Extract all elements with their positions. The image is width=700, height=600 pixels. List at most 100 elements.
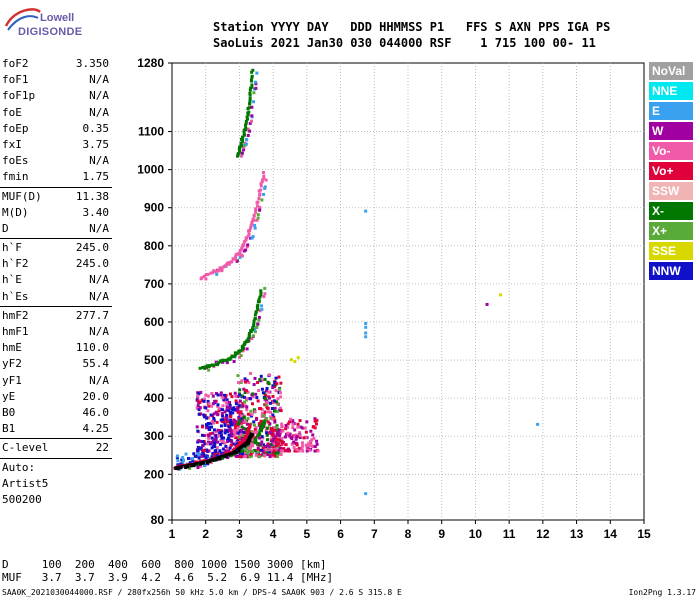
echo-point — [229, 430, 233, 434]
echo-point — [311, 445, 315, 449]
trace-point — [247, 106, 251, 110]
echo-point — [264, 389, 268, 393]
trace-point — [220, 456, 224, 460]
param-row: yF1 N/A — [0, 373, 112, 389]
echo-point — [268, 443, 272, 447]
echo-point — [236, 406, 240, 410]
trace-point — [252, 91, 256, 95]
echo-point — [260, 435, 264, 439]
echo-point — [275, 382, 279, 386]
trace-point — [196, 466, 200, 470]
echo-point — [228, 404, 232, 408]
echo-point — [241, 452, 245, 456]
echo-point — [258, 436, 262, 440]
echo-point — [246, 417, 250, 421]
echo-point — [210, 436, 214, 440]
trace-point — [189, 464, 193, 468]
param-value: 0.35 — [82, 121, 110, 135]
trace-point — [188, 466, 192, 470]
echo-point — [221, 404, 225, 408]
echo-point — [273, 418, 277, 422]
param-value: N/A — [89, 89, 109, 103]
echo-point — [224, 416, 228, 420]
echo-point — [295, 442, 299, 446]
echo-point — [263, 396, 267, 400]
param-name: B1 — [2, 422, 16, 436]
trace-point — [246, 430, 250, 434]
echo-point — [219, 391, 223, 395]
echo-point — [216, 393, 220, 397]
echo-point — [265, 386, 269, 390]
echo-point — [224, 396, 228, 400]
echo-point — [259, 407, 263, 411]
echo-point — [238, 388, 242, 392]
echo-point — [210, 440, 214, 444]
echo-point — [234, 454, 238, 458]
echo-point — [247, 449, 251, 453]
trace-point — [254, 86, 258, 90]
echo-point — [315, 442, 319, 446]
trace-point — [221, 360, 225, 364]
trace-point — [259, 188, 263, 192]
trace-point — [247, 334, 251, 338]
trace-point — [247, 446, 251, 450]
echo-point — [261, 391, 265, 395]
echo-point — [215, 446, 219, 450]
legend-entry-vo-: Vo- — [649, 142, 693, 160]
echo-point — [240, 425, 244, 429]
echo-point — [216, 440, 220, 444]
echo-point — [176, 459, 180, 463]
trace-point — [211, 458, 215, 462]
x-tick-label: 2 — [202, 527, 209, 541]
trace-point — [233, 255, 237, 259]
echo-point — [277, 428, 281, 432]
trace-point — [250, 114, 254, 118]
param-name: yF1 — [2, 373, 22, 387]
echo-point — [213, 450, 217, 454]
trace-point — [240, 254, 244, 258]
echo-point — [245, 455, 249, 459]
echo-point — [274, 439, 278, 443]
echo-point — [222, 397, 226, 401]
trace-point — [208, 364, 212, 368]
echo-point — [254, 426, 258, 430]
trace-point — [246, 432, 250, 436]
param-name: yE — [2, 389, 16, 403]
trace-point — [242, 145, 246, 149]
echo-point — [269, 417, 273, 421]
trace-point — [225, 358, 229, 362]
echo-point — [304, 435, 308, 439]
echo-point — [278, 391, 282, 395]
echo-point — [295, 448, 299, 452]
echo-point — [210, 455, 214, 459]
trace-point — [257, 300, 261, 304]
echo-point — [250, 454, 254, 458]
echo-point — [220, 412, 224, 416]
echo-point — [243, 377, 247, 381]
trace-point — [248, 423, 252, 427]
version-label: Ion2Png 1.3.17 — [628, 588, 696, 597]
trace-point — [257, 315, 261, 319]
echo-point — [306, 444, 310, 448]
echo-point — [241, 417, 245, 421]
echo-point — [196, 449, 200, 453]
scaled-parameters-panel: foF2 3.350 foF1 N/A foF1p N/A foE N/A foEp 0.35 fx… — [0, 56, 112, 508]
echo-point — [203, 442, 207, 446]
echo-point — [266, 410, 270, 414]
echo-point — [197, 392, 201, 396]
echo-point — [206, 394, 210, 398]
trace-point — [257, 197, 261, 201]
echo-point — [213, 441, 217, 445]
trace-point — [205, 366, 209, 370]
echo-point — [203, 415, 207, 419]
echo-point — [243, 427, 247, 431]
echo-point — [272, 426, 276, 430]
echo-point — [275, 430, 279, 434]
trace-point — [262, 174, 266, 178]
echo-point — [266, 438, 270, 442]
echo-point — [252, 423, 256, 427]
trace-point — [253, 80, 257, 84]
param-row: hmE 110.0 — [0, 340, 112, 356]
y-tick-label: 80 — [151, 513, 165, 527]
echo-point — [213, 437, 217, 441]
